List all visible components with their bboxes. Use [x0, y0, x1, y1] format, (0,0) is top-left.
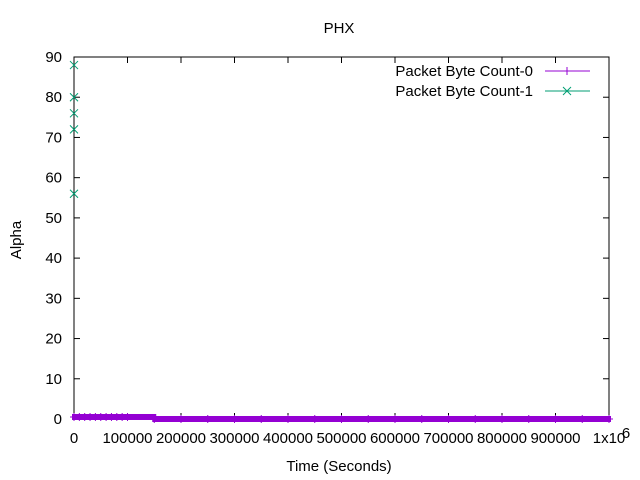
- data-point: [337, 415, 346, 423]
- data-point-stroke: [69, 60, 79, 70]
- legend: Packet Byte Count-0 Packet Byte Count-1: [395, 63, 590, 100]
- data-point: [551, 415, 560, 423]
- data-point: [230, 415, 239, 423]
- series-0-band-segment: [152, 416, 183, 422]
- y-tick-label: 0: [54, 411, 62, 428]
- data-point: [69, 92, 79, 102]
- data-point: [605, 415, 613, 423]
- data-point: [150, 415, 159, 423]
- series-0-band-segment: [419, 416, 451, 422]
- x-tick-label: 300000: [209, 430, 259, 447]
- data-point: [257, 415, 266, 423]
- data-point: [123, 412, 132, 421]
- data-point: [391, 415, 399, 423]
- series-0-band-segment: [473, 416, 504, 422]
- series-0-band-segment: [446, 416, 478, 422]
- x-tick-label: 700000: [423, 430, 473, 447]
- data-point: [444, 415, 453, 423]
- y-tick-label: 30: [45, 290, 62, 307]
- data-point: [69, 60, 79, 70]
- data-point-stroke: [69, 189, 79, 199]
- data-point: [471, 415, 480, 423]
- x-axis-label: Time (Seconds): [286, 458, 391, 475]
- series-0-band-segment: [393, 416, 424, 422]
- data-point: [69, 189, 79, 199]
- series-0-points: [70, 412, 613, 423]
- y-tick-label: 10: [45, 371, 62, 388]
- x-tick-label: 100000: [102, 430, 152, 447]
- series-0-band-segment: [500, 416, 531, 422]
- series-0-band-segment: [366, 416, 397, 422]
- x-tick-label: 400000: [263, 430, 313, 447]
- series-0-band-segment: [259, 416, 290, 422]
- series-0-band-segment: [526, 416, 558, 422]
- y-tick-label: 80: [45, 89, 62, 106]
- x-tick-exponent: 6: [622, 425, 630, 442]
- data-point: [284, 415, 292, 423]
- data-point: [203, 415, 212, 423]
- series-0-band-segment: [312, 416, 344, 422]
- y-tick-label: 90: [45, 49, 62, 66]
- data-point: [364, 415, 373, 423]
- series-0-band-segment: [179, 416, 210, 422]
- x-tick-label: 200000: [156, 430, 206, 447]
- series-1-points: [69, 60, 79, 199]
- plot-frame: [73, 56, 610, 420]
- data-point: [177, 415, 185, 423]
- y-tick-label: 70: [45, 129, 62, 146]
- x-tick-label: 500000: [316, 430, 366, 447]
- data-point: [69, 108, 79, 118]
- y-tick-label: 40: [45, 250, 62, 267]
- axis-ticks: 0 10 20 30 40 50 60 70 80 90 0 100000 200000 300000 40…: [45, 49, 630, 447]
- chart-title: PHX: [324, 20, 355, 37]
- y-tick-label: 60: [45, 170, 62, 187]
- data-point-stroke: [562, 86, 572, 96]
- series-0-band-segment: [232, 416, 264, 422]
- x-tick-label: 0: [70, 430, 78, 447]
- data-point: [524, 415, 533, 423]
- data-point: [578, 415, 587, 423]
- legend-label: Packet Byte Count-0: [395, 63, 533, 80]
- legend-label: Packet Byte Count-1: [395, 83, 533, 100]
- x-tick-label: 1x10: [593, 430, 626, 447]
- data-point: [562, 86, 572, 96]
- x-tick-label: 900000: [530, 430, 580, 447]
- series-0-band-segment: [205, 416, 237, 422]
- y-tick-label: 50: [45, 210, 62, 227]
- data-points: [69, 60, 613, 423]
- series-0-band-segment: [339, 416, 371, 422]
- data-point-stroke: [69, 108, 79, 118]
- x-tick-label: 800000: [477, 430, 527, 447]
- data-point-stroke: [69, 125, 79, 134]
- data-point: [69, 125, 79, 134]
- data-point: [498, 415, 506, 423]
- data-point: [563, 67, 571, 75]
- data-point-stroke: [69, 92, 79, 102]
- x-tick-label: 600000: [370, 430, 420, 447]
- series-0-band-segment: [553, 416, 585, 422]
- y-axis-label: Alpha: [8, 220, 25, 259]
- series-0-band-segment: [580, 416, 611, 422]
- data-point: [417, 415, 426, 423]
- y-tick-label: 20: [45, 331, 62, 348]
- series-0-band-segment: [286, 416, 317, 422]
- data-point: [310, 415, 319, 423]
- series-0-band-segment: [125, 413, 157, 420]
